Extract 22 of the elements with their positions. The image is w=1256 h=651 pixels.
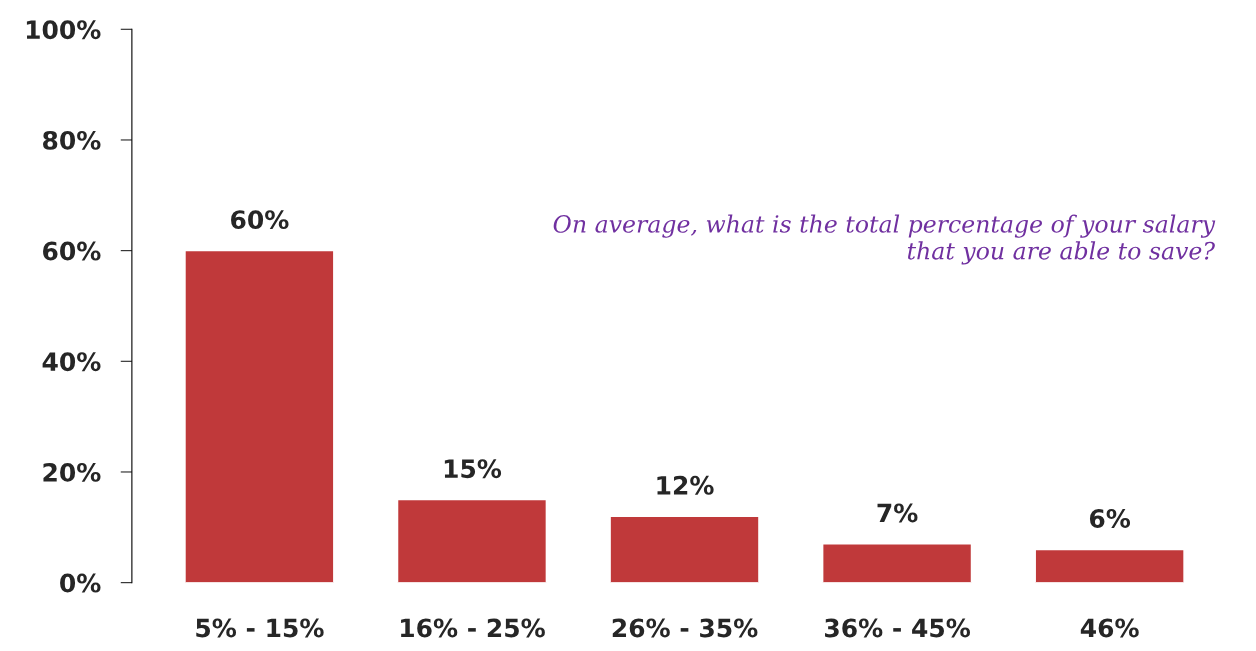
x-tick-label: 26% - 35% xyxy=(612,618,758,638)
data-label: 60% xyxy=(231,210,289,230)
data-label: 15% xyxy=(444,459,502,479)
x-tick-label: 46% xyxy=(1080,618,1139,638)
data-label: 6% xyxy=(1089,509,1131,528)
y-tick-label: 80% xyxy=(43,130,101,150)
data-label: 12% xyxy=(657,475,714,495)
x-tick-label: 5% - 15% xyxy=(196,618,324,638)
bar xyxy=(821,543,973,583)
bar xyxy=(1034,548,1185,583)
y-tick-label: 40% xyxy=(42,352,101,372)
x-tick-label: 36% - 45% xyxy=(825,618,971,638)
annotation: On average, what is the total percentage of your salary that you are able to save? xyxy=(553,214,1216,265)
bar xyxy=(184,249,335,583)
data-label: 7% xyxy=(877,503,918,523)
y-tick-label: 60% xyxy=(43,241,101,261)
bar xyxy=(609,515,760,583)
y-tick-label: 100% xyxy=(26,20,101,40)
x-tick-label: 16% - 25% xyxy=(401,618,545,638)
y-tick-label: 0% xyxy=(60,573,101,593)
y-tick-label: 20% xyxy=(43,462,101,482)
bar xyxy=(396,498,548,583)
